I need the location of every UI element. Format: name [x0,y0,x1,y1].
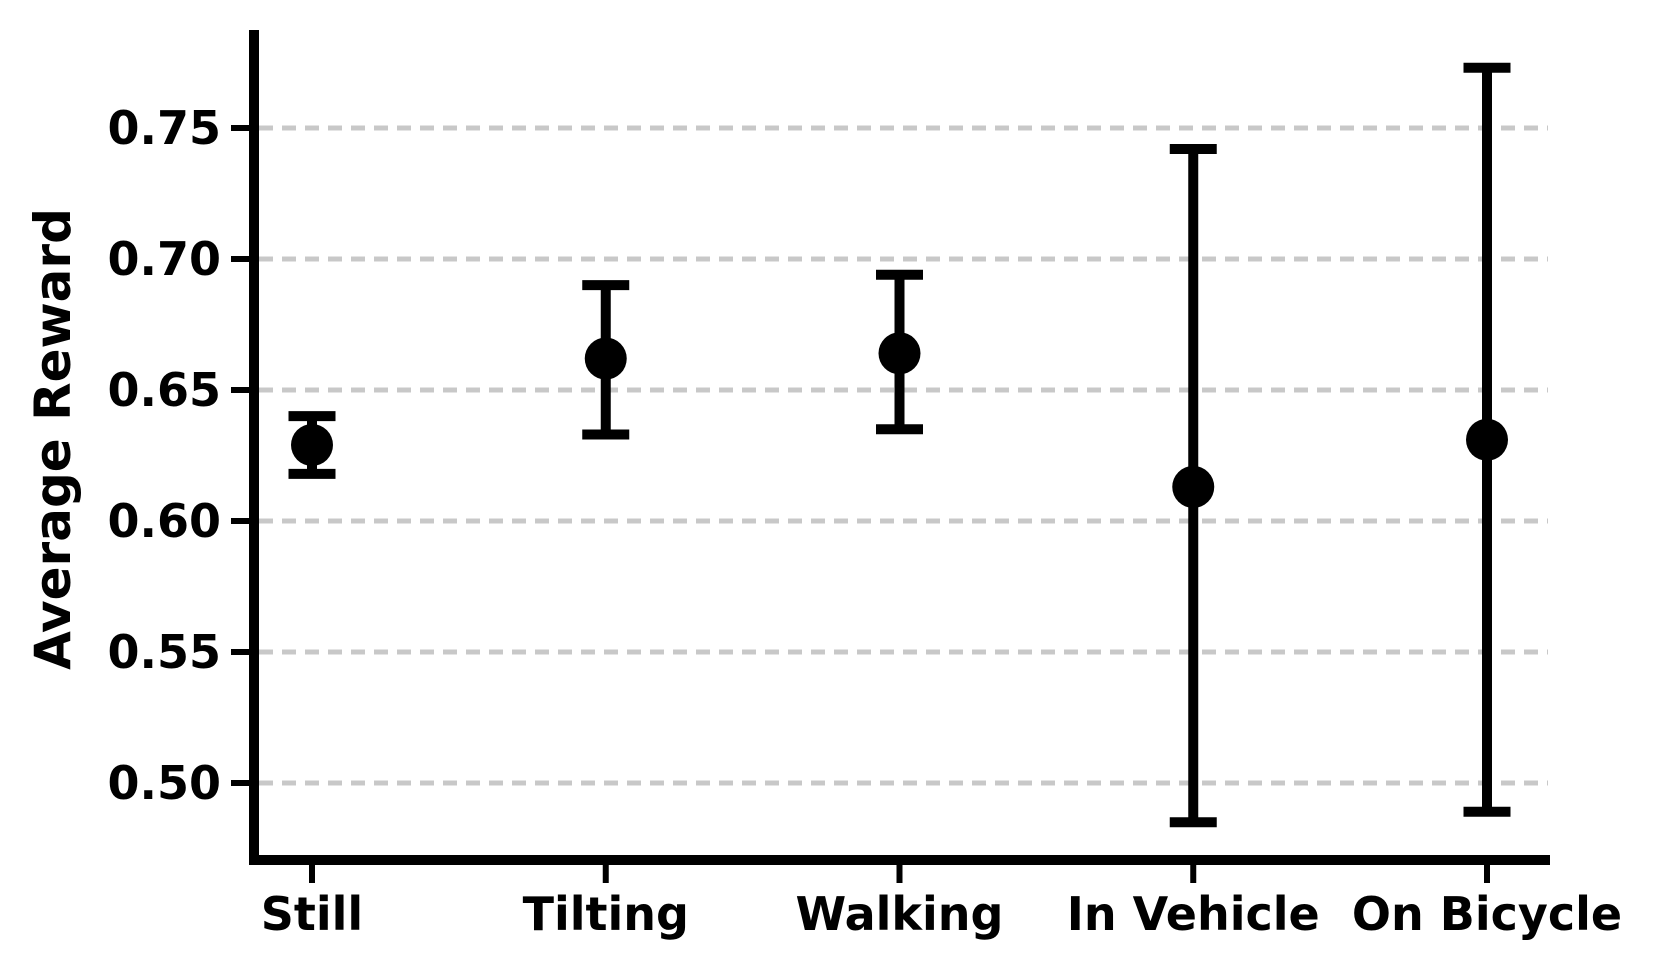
data-point-still [291,424,333,466]
y-axis-spine [249,30,259,865]
x-tick-label-in-vehicle: In Vehicle [1067,887,1320,941]
y-tick-label-0.75: 0.75 [108,101,222,155]
y-tick-label-0.55: 0.55 [108,625,222,679]
x-tick-label-walking: Walking [796,887,1004,941]
y-tick-label-0.65: 0.65 [108,363,222,417]
x-tick-label-on-bicycle: On Bicycle [1352,887,1622,941]
x-axis-spine [249,855,1550,865]
data-point-walking [878,332,921,375]
y-axis-label: Average Reward [24,208,82,670]
y-tick-label-0.50: 0.50 [108,756,222,810]
y-tick-label-0.60: 0.60 [108,494,222,548]
data-point-tilting [584,337,627,380]
y-tick-label-0.70: 0.70 [108,232,222,286]
data-point-in-vehicle [1172,465,1215,508]
x-tick-label-tilting: Tilting [523,887,689,941]
data-point-on-bicycle [1466,418,1508,461]
x-tick-label-still: Still [261,887,363,941]
